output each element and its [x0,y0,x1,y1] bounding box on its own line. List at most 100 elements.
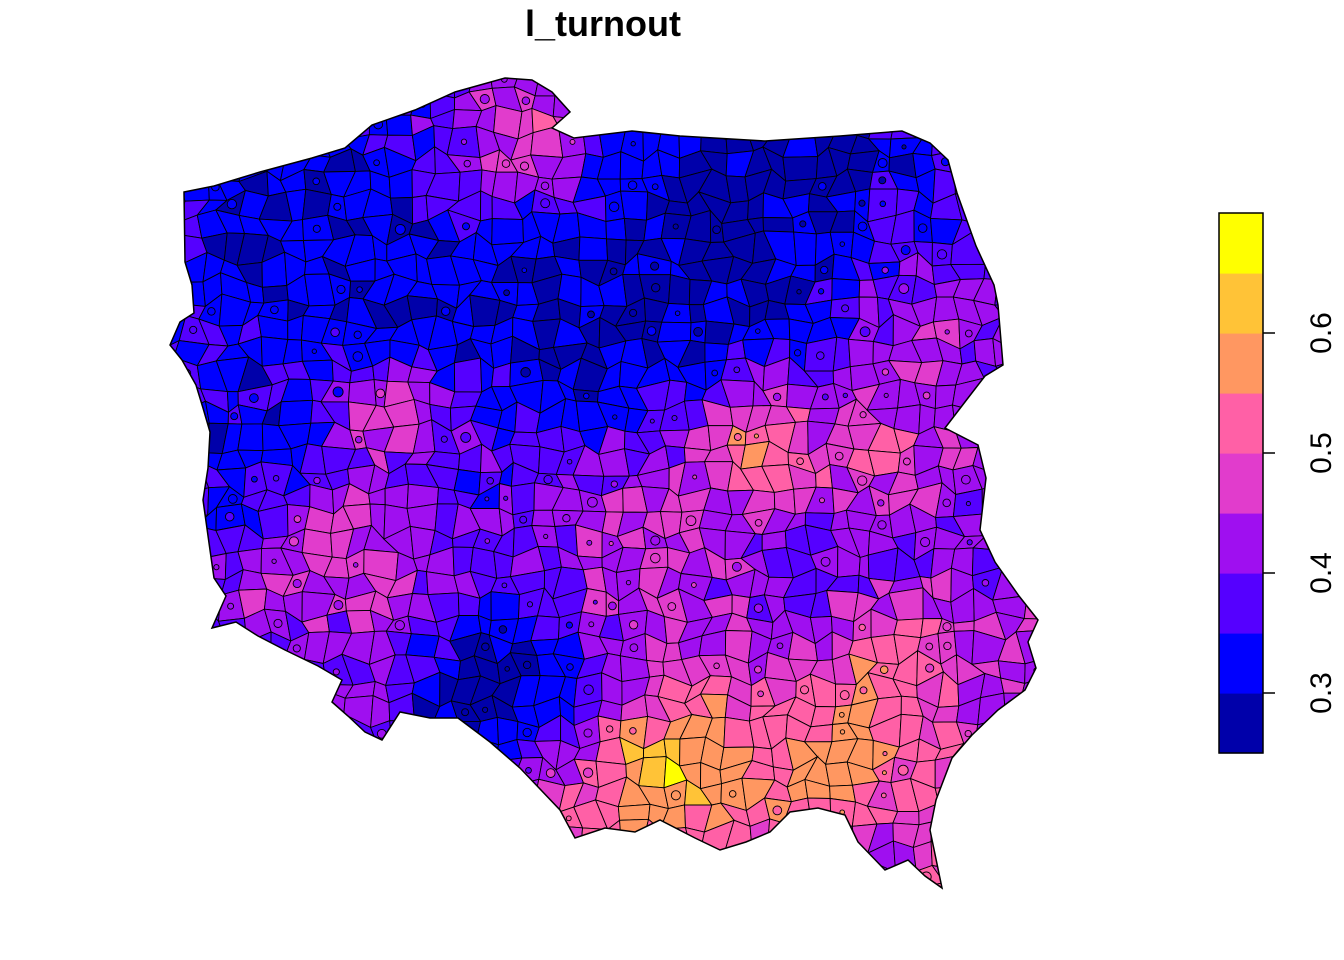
municipality-polygon [598,112,627,132]
municipality-polygon [1037,738,1038,760]
municipality-polygon [348,379,377,406]
municipality-polygon [879,200,887,208]
municipality-polygon [964,729,972,738]
legend-tick: 0.3 [1263,672,1338,714]
municipality-polygon [690,88,709,117]
municipality-polygon [239,883,268,888]
municipality-polygon [1015,719,1038,749]
municipality-polygon [283,78,306,96]
municipality-polygon [776,642,784,650]
municipality-polygon [877,520,887,530]
municipality-polygon [997,825,1028,848]
municipality-polygon [808,886,834,888]
municipality-polygon [259,78,292,96]
municipality-polygon [170,601,172,610]
municipality-polygon [757,690,764,698]
municipality-polygon [223,883,246,888]
municipality-polygon [484,538,491,544]
municipality-polygon [293,515,302,523]
municipality-polygon [364,799,394,829]
map-title: l_turnout [525,3,681,44]
municipality-polygon [767,104,793,138]
municipality-polygon [170,212,186,236]
municipality-polygon [170,411,173,419]
municipality-polygon [170,419,187,445]
municipality-polygon [1043,485,1070,517]
municipality-polygon [431,757,451,788]
municipality-polygon [1035,847,1038,869]
municipality-polygon [880,792,887,799]
municipality-polygon [178,608,208,641]
municipality-polygon [1027,434,1035,442]
municipality-polygon [1000,217,1028,239]
municipality-polygon [216,126,249,159]
municipality-polygon [563,118,572,128]
municipality-polygon [454,819,476,848]
municipality-polygon [1035,111,1038,139]
municipality-polygon [1027,541,1033,547]
municipality-polygon [618,85,645,120]
municipality-polygon [954,169,987,203]
municipality-polygon [293,703,304,715]
municipality-polygon [482,706,489,713]
municipality-polygon [599,884,617,888]
legend-color-bin [1219,453,1263,514]
municipality-polygon [951,130,985,152]
municipality-polygon [898,283,910,294]
municipality-polygon [687,885,711,888]
municipality-polygon [490,846,526,870]
municipality-polygon [623,217,648,242]
municipality-polygon [1050,308,1055,313]
municipality-polygon [1020,566,1038,597]
municipality-polygon [330,327,340,338]
municipality-polygon [282,658,308,687]
municipality-polygon [831,886,854,888]
municipality-polygon [284,672,313,699]
municipality-polygon [226,685,235,695]
municipality-polygon [1015,217,1038,239]
municipality-polygon [964,329,973,338]
municipality-polygon [566,663,574,671]
municipality-polygon [848,338,874,368]
municipality-polygon [806,78,839,97]
municipality-polygon [1037,531,1038,560]
municipality-polygon [393,78,419,91]
municipality-polygon [256,659,292,679]
municipality-polygon [170,199,186,223]
municipality-polygon [615,870,650,888]
municipality-polygon [575,112,605,132]
municipality-polygon [973,130,1000,152]
municipality-polygon [176,886,209,888]
municipality-polygon [656,321,692,343]
municipality-polygon [1025,78,1038,97]
municipality-polygon [997,780,1023,806]
municipality-polygon [521,96,531,105]
municipality-polygon [490,591,520,621]
municipality-polygon [373,159,380,167]
municipality-polygon [996,881,1029,888]
municipality-polygon [816,832,827,843]
municipality-polygon [226,86,247,119]
municipality-polygon [186,139,195,148]
municipality-polygon [1041,465,1070,493]
municipality-polygon [976,112,1004,139]
municipality-polygon [367,758,390,786]
municipality-polygon [610,480,618,488]
municipality-polygon [227,494,238,504]
municipality-polygon [1015,87,1038,118]
municipality-polygon [592,599,598,605]
municipality-polygon [876,83,902,115]
municipality-polygon [831,278,861,301]
municipality-polygon [348,799,371,829]
municipality-polygon [660,105,693,131]
municipality-polygon [412,720,434,741]
municipality-polygon [618,78,645,91]
municipality-polygon [599,859,622,888]
municipality-polygon [922,391,931,400]
municipality-polygon [482,812,488,818]
municipality-polygon [1015,158,1038,181]
municipality-polygon [877,499,885,507]
municipality-polygon [799,220,807,228]
municipality-polygon [649,113,661,125]
municipality-polygon [170,784,188,808]
